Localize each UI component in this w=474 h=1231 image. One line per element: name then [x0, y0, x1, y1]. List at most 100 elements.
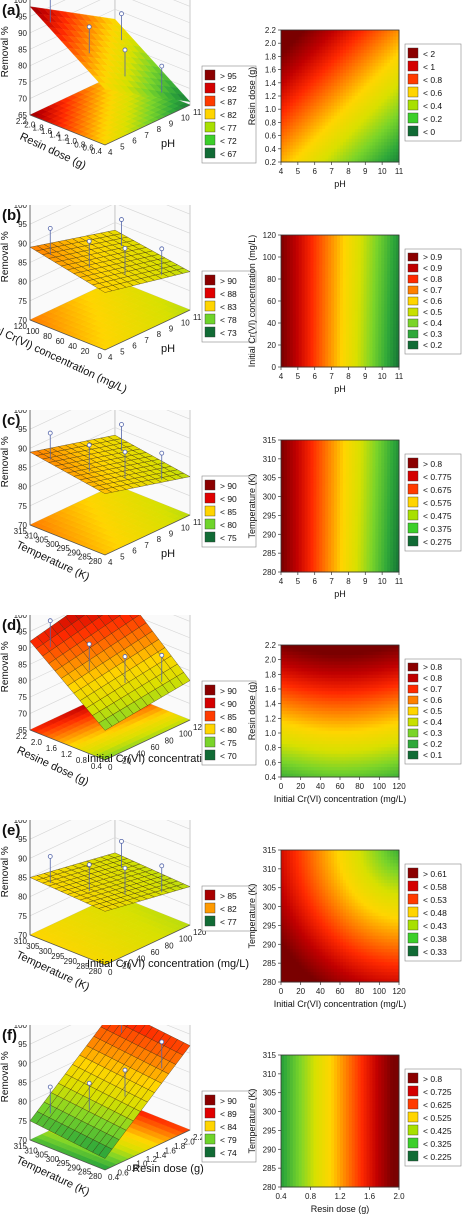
heat-cell: [369, 360, 373, 365]
heat-cell: [366, 119, 370, 123]
heat-cell: [307, 334, 311, 338]
heat-cell: [286, 56, 291, 61]
heat-cell: [281, 294, 285, 299]
heat-cell: [310, 357, 314, 361]
heat-cell: [304, 353, 309, 358]
heat-cell: [298, 56, 303, 61]
heat-cell: [304, 72, 309, 77]
heat-cell: [289, 79, 294, 84]
legend-swatch: [407, 112, 419, 124]
heat-cell: [322, 277, 326, 282]
heat-cell: [342, 138, 347, 143]
heat-cell: [319, 152, 323, 156]
heat-cell: [316, 254, 320, 259]
heat-cell: [316, 53, 320, 57]
heat-cell: [369, 148, 373, 153]
heat-cell: [328, 238, 332, 243]
heat-cell: [342, 304, 347, 309]
heat-cell: [342, 324, 347, 328]
heat-cell: [357, 304, 362, 309]
heat-cell: [334, 122, 338, 127]
heat-cell: [345, 254, 350, 259]
y-tick-label: 0: [98, 352, 103, 361]
heat-cell: [360, 53, 365, 57]
heat-cell: [366, 129, 370, 133]
heat-cell: [331, 99, 335, 104]
heat-cell: [369, 337, 373, 342]
heat-cell: [298, 122, 303, 127]
heat-cell: [331, 79, 335, 84]
heat-cell: [340, 340, 344, 345]
heat-cell: [378, 155, 382, 160]
heat-cell: [396, 138, 400, 143]
heat-cell: [298, 476, 303, 481]
heat-cell: [310, 509, 314, 514]
legend-swatch: [407, 125, 419, 137]
surface-legend: > 90< 90< 85< 80< 75: [201, 475, 257, 548]
heat-cell: [396, 258, 400, 262]
heat-cell: [313, 145, 317, 150]
heat-cell: [295, 261, 300, 266]
heat-cell: [322, 112, 326, 117]
heat-cell: [378, 148, 382, 153]
heat-cell: [337, 132, 341, 137]
heat-cell: [286, 506, 291, 510]
heat-cell: [331, 49, 335, 54]
heat-cell: [393, 125, 397, 130]
heat-cell: [334, 360, 338, 365]
heat-cell: [337, 109, 341, 113]
heat-cell: [313, 443, 317, 448]
heat-cell: [281, 307, 285, 312]
heat-cell: [342, 129, 347, 133]
heat-cell: [328, 63, 332, 67]
heat-cell: [381, 138, 385, 143]
heat-cell: [313, 271, 317, 276]
heat-cell: [283, 343, 288, 348]
heat-cell: [295, 482, 300, 487]
heat-cell: [331, 92, 335, 97]
heat-cell: [375, 96, 379, 100]
heat-cell: [289, 254, 294, 259]
heat-cell: [390, 138, 394, 143]
heat-cell: [298, 479, 303, 484]
heat-cell: [348, 284, 353, 289]
heat-cell: [313, 112, 317, 117]
heat-cell: [381, 89, 385, 94]
heat-cell: [298, 238, 303, 243]
heat-cell: [298, 291, 303, 295]
heat-cell: [316, 30, 320, 34]
heat-cell: [337, 254, 341, 259]
heat-cell: [360, 241, 365, 246]
heat-cell: [301, 53, 306, 57]
heat-cell: [286, 324, 291, 328]
heat-cell: [337, 112, 341, 117]
heat-cell: [375, 43, 379, 47]
heat-cell: [295, 307, 300, 312]
heat-cell: [310, 562, 314, 566]
heat-cell: [319, 264, 323, 269]
heat-cell: [348, 324, 353, 328]
heat-cell: [281, 43, 285, 47]
legend-swatch: [407, 86, 419, 98]
heat-cell: [381, 284, 385, 289]
heat-cell: [360, 96, 365, 100]
heat-cell: [337, 284, 341, 289]
heat-cell: [313, 109, 317, 113]
heat-cell: [307, 76, 311, 80]
heat-cell: [286, 92, 291, 97]
heat-cell: [357, 254, 362, 259]
heat-cell: [375, 63, 379, 67]
heat-cell: [328, 82, 332, 87]
heat-cell: [372, 340, 376, 345]
heat-cell: [348, 145, 353, 150]
heat-cell: [325, 33, 329, 38]
heat-cell: [357, 360, 362, 365]
heat-cell: [298, 297, 303, 302]
heat-cell: [342, 317, 347, 322]
heat-cell: [363, 334, 368, 338]
heat-cell: [340, 105, 344, 110]
heat-cell: [289, 59, 294, 64]
heat-cell: [310, 304, 314, 309]
heat-cell: [357, 284, 362, 289]
heat-cell: [301, 552, 306, 556]
